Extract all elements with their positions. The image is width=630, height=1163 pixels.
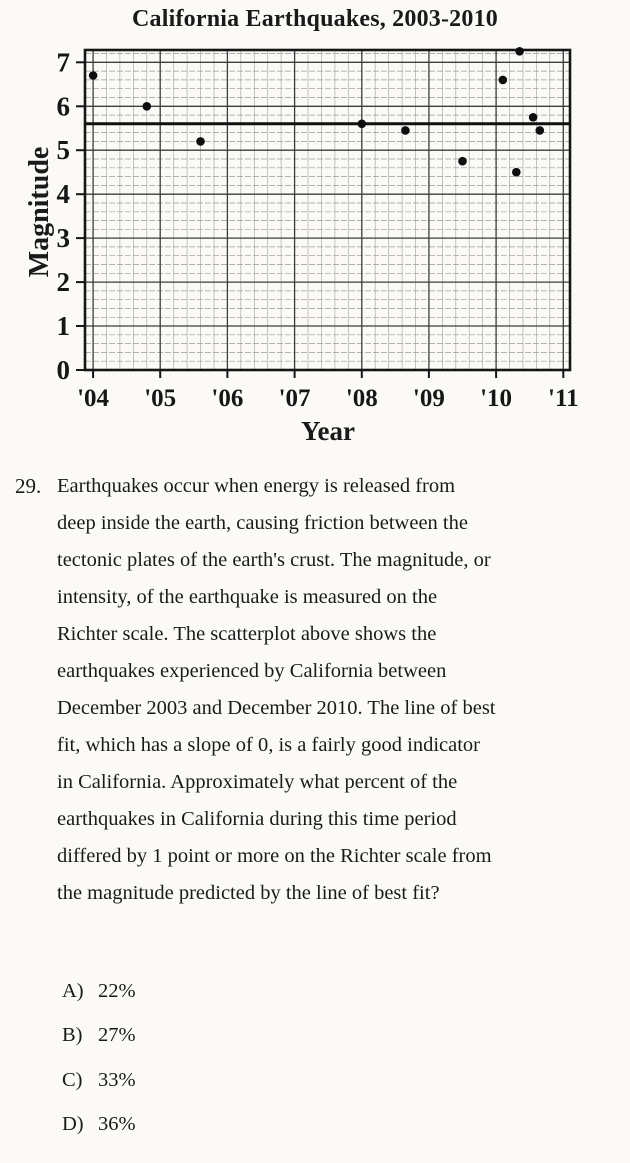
choice-d-text: 36% bbox=[98, 1113, 136, 1136]
x-tick-label: '07 bbox=[279, 385, 311, 412]
question-block: 29. Earthquakes occur when energy is rel… bbox=[0, 468, 630, 912]
y-tick-label: 2 bbox=[57, 267, 71, 297]
choice-c: C) 33% bbox=[62, 1058, 136, 1103]
x-axis-label: Year bbox=[301, 416, 355, 446]
data-point bbox=[88, 71, 98, 80]
data-point bbox=[535, 126, 545, 135]
choice-a-letter: A) bbox=[62, 979, 84, 1002]
choice-b-letter: B) bbox=[62, 1024, 83, 1047]
choice-c-letter: C) bbox=[62, 1068, 83, 1091]
choice-b-text: 27% bbox=[98, 1024, 136, 1047]
data-point bbox=[357, 119, 367, 129]
data-point bbox=[512, 167, 521, 177]
y-tick-label: 0 bbox=[57, 355, 71, 385]
choice-a: A) 22% bbox=[62, 969, 136, 1014]
data-point bbox=[528, 113, 538, 122]
choice-b: B) 27% bbox=[62, 1014, 136, 1059]
x-tick-label: '05 bbox=[144, 385, 176, 412]
x-tick-label: '06 bbox=[211, 385, 243, 412]
y-tick-label: 1 bbox=[57, 311, 71, 341]
x-tick-label: '09 bbox=[413, 385, 445, 412]
data-point bbox=[142, 102, 152, 111]
question-number: 29. bbox=[15, 474, 42, 498]
y-tick-label: 3 bbox=[57, 223, 71, 253]
x-tick-label: '11 bbox=[548, 385, 579, 412]
data-point bbox=[401, 126, 410, 135]
data-point bbox=[458, 156, 467, 166]
y-tick-label: 5 bbox=[57, 135, 71, 165]
answer-choices: A) 22% B) 27% C) 33% D) 36% bbox=[62, 969, 136, 1147]
choice-d-letter: D) bbox=[62, 1113, 84, 1136]
choice-c-text: 33% bbox=[98, 1068, 136, 1091]
chart-title: California Earthquakes, 2003-2010 bbox=[132, 6, 498, 32]
y-tick-label: 4 bbox=[57, 179, 71, 209]
scatterplot-figure: California Earthquakes, 2003-2010 0 1 2 3 4 5… bbox=[0, 0, 630, 456]
x-tick-label: '04 bbox=[77, 385, 109, 412]
scatterplot-canvas: 0 1 2 3 4 5 6 7 '04 '05 '06 '07 '08 '09 '10 '11 bbox=[57, 47, 579, 412]
data-point bbox=[196, 137, 205, 146]
data-point bbox=[498, 75, 508, 85]
choice-d: D) 36% bbox=[62, 1103, 136, 1148]
data-point bbox=[515, 47, 524, 56]
y-tick-label: 6 bbox=[57, 91, 71, 121]
y-axis-label: Magnitude bbox=[24, 146, 55, 278]
y-tick-label: 7 bbox=[57, 47, 71, 77]
x-tick-label: '10 bbox=[480, 385, 512, 412]
x-tick-label: '08 bbox=[346, 385, 378, 412]
question-text: Earthquakes occur when energy is release… bbox=[57, 475, 496, 904]
choice-a-text: 22% bbox=[98, 979, 136, 1002]
plot-border bbox=[83, 48, 572, 372]
